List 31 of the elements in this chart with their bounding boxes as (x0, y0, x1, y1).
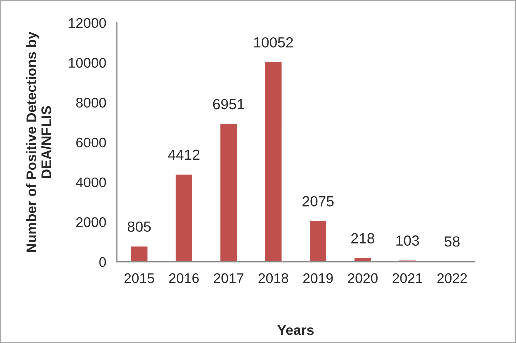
y-tick-label: 2000 (76, 218, 106, 228)
x-tick-label: 2018 (258, 274, 288, 284)
data-label: 2075 (302, 196, 334, 207)
data-label: 4412 (168, 150, 200, 160)
data-label: 6951 (213, 99, 244, 110)
bar (219, 122, 239, 262)
x-tick-label: 2022 (438, 274, 468, 284)
bar (353, 257, 373, 262)
x-tick-label: 2016 (169, 274, 200, 284)
data-label: 58 (444, 236, 460, 247)
x-tick-label: 2020 (348, 274, 378, 284)
x-axis-title: Years (278, 326, 314, 336)
bar (174, 173, 194, 262)
bar (308, 220, 328, 262)
data-label: 805 (128, 222, 152, 232)
y-tick-label: 4000 (76, 178, 106, 188)
y-tick-label: 6000 (76, 138, 106, 148)
data-label: 10052 (254, 37, 294, 48)
bar (130, 245, 150, 262)
y-axis-title: Number of Positive Detections by DEA/NFLIS (26, 32, 52, 252)
y-tick-label: 12000 (69, 18, 106, 28)
y-tick-label: 0 (100, 257, 106, 268)
x-tick-label: 2017 (214, 274, 244, 284)
bar (264, 61, 284, 262)
data-label: 218 (352, 233, 375, 244)
x-tick-label: 2021 (392, 274, 422, 284)
y-tick-label: 10000 (69, 58, 106, 68)
x-tick-label: 2019 (304, 274, 334, 284)
x-tick-label: 2015 (124, 274, 154, 284)
y-tick-label: 8000 (76, 98, 106, 108)
data-label: 103 (396, 236, 420, 246)
